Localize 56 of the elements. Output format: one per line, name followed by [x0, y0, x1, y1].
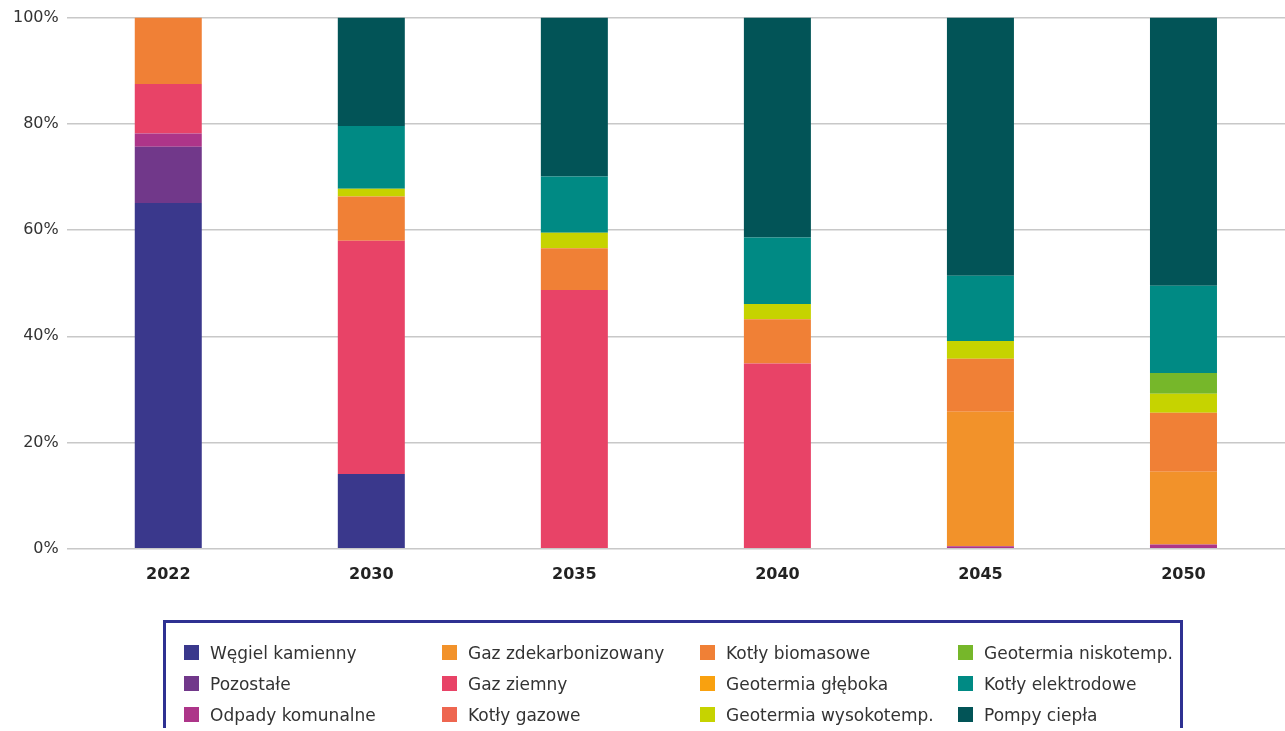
bar	[540, 176, 608, 233]
y-tick-label: 100%	[12, 6, 59, 26]
x-tick-label: 2030	[349, 563, 394, 583]
bar	[337, 188, 405, 197]
x-tick-label: 2050	[1161, 563, 1206, 583]
legend-label: Węgiel kamienny	[210, 642, 357, 663]
bar	[540, 248, 608, 291]
bar	[540, 17, 608, 177]
y-tick-label: 20%	[23, 431, 59, 451]
legend-label: Pozostałe	[210, 673, 291, 694]
bar	[1149, 285, 1217, 373]
x-tick-label: 2035	[552, 563, 597, 583]
legend-label: Geotermia niskotemp.	[984, 642, 1173, 663]
legend-label: Pompy ciepła	[984, 704, 1098, 725]
legend-label: Gaz ziemny	[468, 673, 568, 694]
legend-label: Kotły biomasowe	[726, 642, 871, 663]
bar	[1149, 393, 1217, 413]
bar	[134, 17, 202, 84]
legend-label: Kotły gazowe	[468, 704, 581, 725]
y-tick-label: 60%	[23, 219, 59, 239]
bar	[946, 358, 1014, 412]
bar	[134, 84, 202, 134]
bar	[743, 363, 811, 549]
bar	[743, 17, 811, 238]
bar	[743, 303, 811, 320]
bar	[337, 125, 405, 189]
bar	[1149, 372, 1217, 394]
bar	[946, 17, 1014, 276]
bar	[946, 411, 1014, 547]
x-tick-label: 2045	[958, 563, 1003, 583]
bar	[337, 240, 405, 474]
x-tick-label: 2022	[146, 563, 191, 583]
bar	[337, 196, 405, 241]
legend-label: Kotły elektrodowe	[984, 673, 1137, 694]
bar	[1149, 471, 1217, 545]
legend-label: Geotermia wysokotemp.	[726, 704, 934, 725]
bar	[134, 202, 202, 549]
y-tick-label: 80%	[23, 113, 59, 132]
bar	[743, 319, 811, 364]
y-tick-label: 0%	[33, 537, 59, 557]
legend-label: Odpady komunalne	[210, 704, 376, 725]
bar	[540, 290, 608, 549]
bar	[337, 17, 405, 126]
bar	[540, 232, 608, 249]
bar	[337, 473, 405, 549]
bar	[946, 275, 1014, 342]
bar	[134, 133, 202, 147]
x-tick-label: 2040	[755, 563, 800, 583]
y-tick-label: 40%	[23, 325, 59, 345]
legend-label: Geotermia głęboka	[726, 673, 889, 694]
bar	[1149, 17, 1217, 286]
bar	[134, 146, 202, 203]
legend-label: Gaz zdekarbonizowany	[468, 642, 665, 663]
bar	[743, 237, 811, 304]
bar	[946, 341, 1014, 359]
bar	[1149, 412, 1217, 472]
